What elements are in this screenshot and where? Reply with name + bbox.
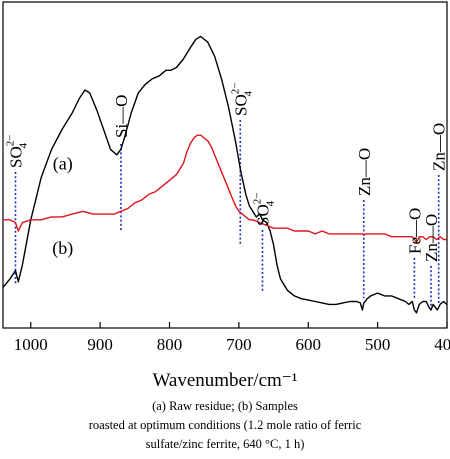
band-labels: (a)(b)SO2−4Si—O SO2−4SO2−4Zn—OFe—OZn—OZn—… bbox=[4, 83, 448, 262]
band-label-charge: 2− bbox=[229, 83, 241, 95]
band-label-base: Zn—O bbox=[422, 214, 441, 262]
band-label-charge: 2− bbox=[4, 135, 16, 147]
series-curves bbox=[2, 35, 448, 314]
band-label-subscript: 4 bbox=[264, 201, 276, 207]
plot-frame bbox=[2, 1, 448, 329]
band-marker-lines bbox=[14, 120, 440, 312]
band-label: SO2−4 bbox=[229, 83, 254, 116]
series-b-line bbox=[3, 134, 447, 243]
band-label: Zn—O bbox=[355, 148, 374, 196]
band-label-base: Zn—O bbox=[430, 123, 449, 171]
series-a-line bbox=[2, 35, 448, 314]
x-tick-label: 600 bbox=[296, 335, 322, 354]
band-label-subscript: 4 bbox=[17, 143, 29, 149]
band-label-base: SO bbox=[253, 204, 272, 226]
band-label-base: Fe—O bbox=[405, 208, 424, 254]
band-label: Fe—O bbox=[405, 208, 424, 254]
band-label-base: Si—O bbox=[112, 95, 131, 138]
x-axis-ticks: 1000 900 800 700 600 500 400 bbox=[14, 322, 450, 354]
x-tick-label: 1000 bbox=[14, 335, 48, 354]
figure-caption-line-2: roasted at optimum conditions (1.2 mole … bbox=[88, 418, 362, 432]
band-label-base: Zn—O bbox=[355, 148, 374, 196]
x-tick-label: 800 bbox=[157, 335, 183, 354]
series-label: (b) bbox=[52, 238, 73, 259]
band-label-base: SO bbox=[6, 146, 25, 168]
band-label: Si—O bbox=[112, 95, 131, 138]
band-label: SO2−4 bbox=[251, 193, 276, 226]
series-label: (a) bbox=[53, 153, 73, 174]
band-label-base: SO bbox=[231, 94, 250, 116]
figure-caption-line-3: sulfate/zinc ferrite, 640 °C, 1 h) bbox=[145, 437, 305, 451]
x-axis-title: Wavenumber/cm⁻¹ bbox=[152, 370, 297, 391]
band-label-subscript: 4 bbox=[242, 91, 254, 97]
x-tick-label: 900 bbox=[87, 335, 113, 354]
band-label: SO2−4 bbox=[4, 135, 29, 168]
x-tick-label: 400 bbox=[434, 335, 450, 354]
x-tick-label: 500 bbox=[365, 335, 391, 354]
band-label: Zn—O bbox=[422, 214, 441, 262]
x-tick-label: 700 bbox=[226, 335, 252, 354]
band-label-charge: 2− bbox=[251, 193, 263, 205]
figure-caption-line-1: (a) Raw residue; (b) Samples bbox=[152, 399, 298, 413]
band-label: Zn—O bbox=[430, 123, 449, 171]
